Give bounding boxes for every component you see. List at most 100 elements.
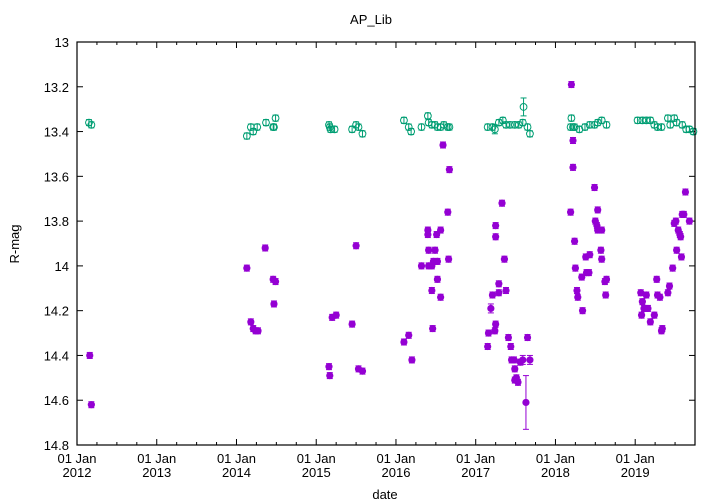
data-point: [325, 363, 333, 371]
data-point: [519, 356, 527, 364]
data-point: [570, 237, 579, 245]
data-point: [352, 120, 360, 129]
data-point: [407, 127, 416, 136]
data-point: [502, 120, 510, 129]
data-point: [417, 123, 426, 131]
data-point: [670, 114, 679, 123]
data-point: [87, 401, 95, 409]
data-point: [590, 183, 599, 192]
data-point: [522, 398, 530, 407]
x-tick-label-date: 01 Jan: [57, 451, 96, 466]
data-point: [680, 210, 688, 218]
y-tick-label: 13.4: [44, 125, 69, 140]
data-point: [425, 246, 433, 254]
data-point: [681, 188, 690, 196]
data-point: [689, 127, 698, 136]
data-point: [242, 132, 251, 140]
data-point: [638, 298, 646, 306]
data-point: [602, 275, 611, 283]
x-axis-label: date: [372, 487, 397, 502]
data-point: [408, 356, 416, 364]
x-tick-label-date: 01 Jan: [376, 451, 415, 466]
data-point: [526, 356, 534, 364]
y-tick-label: 14.4: [44, 348, 69, 363]
data-point: [602, 291, 610, 299]
data-point: [571, 264, 579, 272]
data-point: [352, 242, 360, 250]
data-point: [658, 324, 666, 333]
x-tick-label-year: 2016: [382, 465, 411, 480]
data-point: [429, 324, 437, 333]
data-point: [400, 338, 408, 346]
data-point: [642, 291, 650, 299]
data-point: [598, 226, 606, 234]
data-point: [685, 125, 694, 134]
data-point: [494, 118, 503, 127]
data-point: [646, 318, 654, 326]
data-point: [405, 331, 413, 339]
y-tick-label: 13: [55, 35, 69, 50]
data-point: [495, 280, 503, 288]
data-point: [586, 251, 594, 259]
y-tick-label: 13.2: [44, 80, 69, 95]
data-point: [261, 244, 269, 252]
data-point: [254, 327, 262, 335]
data-point: [669, 264, 677, 272]
x-tick-label-year: 2017: [461, 465, 490, 480]
y-tick-label: 14.6: [44, 393, 69, 408]
x-tick-label-year: 2019: [621, 465, 650, 480]
data-point: [581, 123, 589, 131]
data-point: [445, 166, 453, 174]
data-point: [523, 333, 532, 342]
data-point: [495, 289, 503, 297]
data-point: [650, 311, 658, 319]
series-comparison: [85, 97, 698, 140]
data-point: [519, 103, 528, 111]
data-point: [492, 221, 500, 230]
data-point: [510, 356, 518, 364]
x-tick-label-year: 2014: [222, 465, 251, 480]
data-point: [417, 262, 426, 270]
data-point: [677, 233, 685, 241]
data-point: [657, 123, 666, 131]
data-point: [507, 342, 515, 351]
data-point: [348, 320, 356, 328]
y-tick-label: 13.6: [44, 169, 69, 184]
data-point: [249, 127, 258, 136]
data-point: [498, 199, 506, 207]
data-point: [437, 226, 445, 234]
data-point: [567, 208, 575, 216]
data-point: [437, 293, 445, 301]
data-point: [633, 116, 642, 125]
data-point: [354, 123, 363, 131]
data-point: [637, 289, 645, 297]
x-tick-label-date: 01 Jan: [456, 451, 495, 466]
data-point: [445, 123, 454, 131]
data-point: [646, 116, 655, 125]
plot-frame: [76, 41, 696, 446]
data-point: [677, 253, 686, 261]
data-point: [653, 123, 662, 131]
data-point: [644, 304, 652, 313]
y-tick-label: 14.2: [44, 304, 69, 319]
data-point: [569, 136, 577, 145]
data-point: [271, 277, 280, 286]
data-point: [404, 123, 413, 131]
data-point: [431, 246, 439, 254]
data-point: [672, 217, 680, 225]
data-point: [673, 246, 681, 254]
data-point: [569, 163, 577, 171]
data-point: [656, 293, 664, 301]
data-point: [510, 120, 519, 129]
x-tick-label-date: 01 Jan: [616, 451, 655, 466]
data-point: [85, 118, 93, 127]
data-point: [444, 255, 453, 263]
data-point: [488, 291, 497, 299]
data-point: [270, 300, 278, 308]
data-point: [511, 365, 519, 373]
data-point: [574, 293, 582, 301]
chart-title: AP_Lib: [350, 12, 392, 27]
data-point: [326, 125, 335, 134]
x-tick-label-date: 01 Jan: [217, 451, 256, 466]
